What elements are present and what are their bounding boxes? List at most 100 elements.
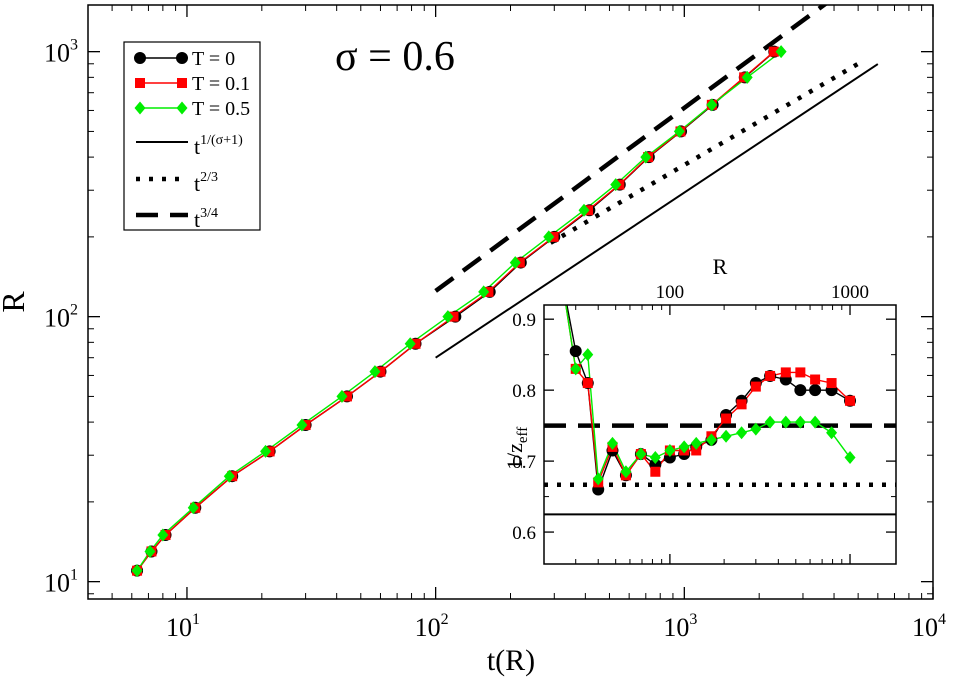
- inset-series-point-2: [678, 440, 690, 454]
- inset-background: [544, 305, 896, 564]
- series-point-2: [673, 124, 685, 138]
- inset-series-point-0: [809, 384, 822, 397]
- series-point-2: [741, 70, 753, 84]
- inset-series-point-2: [620, 465, 632, 479]
- series-point-2: [131, 564, 143, 578]
- y-tick-label: 101: [44, 567, 78, 598]
- series-point-2: [610, 178, 622, 192]
- x-tick-label-base: 10: [415, 613, 441, 642]
- reference-line-solid: [435, 63, 879, 359]
- series-point-2: [509, 256, 521, 270]
- inset-series-point-1: [780, 367, 791, 378]
- y-tick-label-exp: 3: [70, 37, 78, 54]
- x-tick-label: 103: [663, 611, 697, 642]
- legend-ref-label-0-exp: 1/(σ+1): [200, 133, 243, 148]
- inset-y-tick-label: 0.8: [512, 381, 536, 402]
- legend-ref-label-0: t1/(σ+1): [194, 133, 243, 159]
- legend-label-2: T = 0.5: [192, 98, 250, 120]
- legend: T = 0T = 0.1T = 0.5t1/(σ+1)t2/3t3/4: [123, 41, 261, 232]
- inset-series-point-2: [570, 362, 582, 376]
- series-point-2: [144, 544, 156, 558]
- inset-y-tick-label: 0.7: [512, 452, 536, 473]
- inset-y-axis-label-sub: eff: [515, 427, 531, 443]
- inset-series-point-1: [582, 378, 593, 389]
- legend-ref-label-1-exp: 2/3: [200, 170, 218, 185]
- series-point-2: [478, 285, 490, 299]
- inset-y-axis-label: 1/zeff: [502, 427, 531, 470]
- series-point-2: [336, 389, 348, 403]
- inset-series-point-2: [826, 426, 838, 440]
- x-tick-label-base: 10: [166, 613, 192, 642]
- x-tick-label: 102: [415, 611, 449, 642]
- inset-series-point-2: [705, 433, 717, 447]
- legend-ref-label-2-exp: 3/4: [200, 206, 218, 221]
- y-tick-label-exp: 1: [70, 567, 78, 584]
- series-point-1: [375, 366, 386, 377]
- x-tick-label-base: 10: [663, 613, 689, 642]
- legend-label-0: T = 0: [192, 48, 235, 70]
- legend-marker-2: [134, 101, 146, 115]
- inset-series-point-2: [794, 415, 806, 429]
- inset-series-point-2: [750, 422, 762, 436]
- series-point-2: [223, 469, 235, 483]
- x-tick-label: 104: [912, 611, 946, 642]
- series-point-2: [578, 203, 590, 217]
- inset-x-tick-label: 100: [656, 282, 685, 303]
- inset-plot-frame: [543, 304, 897, 565]
- y-tick-label: 102: [44, 302, 78, 333]
- x-tick-label-exp: 2: [441, 611, 449, 628]
- inset-series-point-1: [795, 367, 806, 378]
- inset-series-point-1: [691, 445, 702, 456]
- legend-marker-2: [176, 101, 188, 115]
- series-point-2: [187, 501, 199, 515]
- inset-series-point-2: [664, 443, 676, 457]
- legend-marker-0: [134, 52, 146, 64]
- inset-series-point-2: [736, 426, 748, 440]
- series-point-2: [775, 45, 787, 59]
- y-tick-label-exp: 2: [70, 302, 78, 319]
- inset-series-point-0: [569, 345, 582, 358]
- inset-series-point-2: [780, 415, 792, 429]
- inset-series-point-1: [736, 399, 747, 410]
- x-axis-label: t(R): [487, 644, 535, 677]
- y-tick-label-base: 10: [44, 39, 70, 68]
- series-point-2: [296, 418, 308, 432]
- legend-box: [123, 41, 261, 231]
- inset-series-point-2: [592, 472, 604, 486]
- inset-series-point-2: [649, 451, 661, 465]
- series-point-2: [404, 337, 416, 351]
- sigma-annotation: σ = 0.6: [335, 34, 455, 80]
- inset-series-point-1: [765, 370, 776, 381]
- series-point-2: [260, 444, 272, 458]
- inset-series-point-1: [826, 378, 837, 389]
- x-tick-label-exp: 4: [938, 611, 946, 628]
- y-tick-label-base: 10: [44, 304, 70, 333]
- inset-series-point-2: [844, 451, 856, 465]
- inset-series-point-2: [720, 429, 732, 443]
- x-tick-label: 101: [166, 611, 200, 642]
- series-point-2: [442, 310, 454, 324]
- inset-series-point-2: [635, 447, 647, 461]
- series-point-2: [640, 150, 652, 164]
- legend-ref-label-0-base: t: [194, 134, 200, 159]
- series-point-2: [157, 528, 169, 542]
- y-tick-label-base: 10: [44, 569, 70, 598]
- legend-ref-label-1: t2/3: [194, 170, 218, 196]
- inset-y-axis-label-base: 1/z: [502, 443, 527, 470]
- inset-series-point-1: [845, 395, 856, 406]
- series-point-2: [706, 98, 718, 112]
- inset-series-point-1: [721, 413, 732, 424]
- inset-series-point-1: [750, 381, 761, 392]
- series-point-1: [768, 46, 779, 57]
- x-tick-label-base: 10: [912, 613, 938, 642]
- inset-series-point-0: [794, 384, 807, 397]
- inset-series-point-2: [764, 415, 776, 429]
- series-point-1: [448, 311, 459, 322]
- series-point-2: [369, 365, 381, 379]
- legend-ref-label-2-base: t: [194, 207, 200, 232]
- inset-series-point-1: [650, 466, 661, 477]
- y-tick-label: 103: [44, 37, 78, 68]
- legend-marker-0: [176, 52, 188, 64]
- series-point-2: [543, 230, 555, 244]
- x-tick-label-exp: 3: [689, 611, 697, 628]
